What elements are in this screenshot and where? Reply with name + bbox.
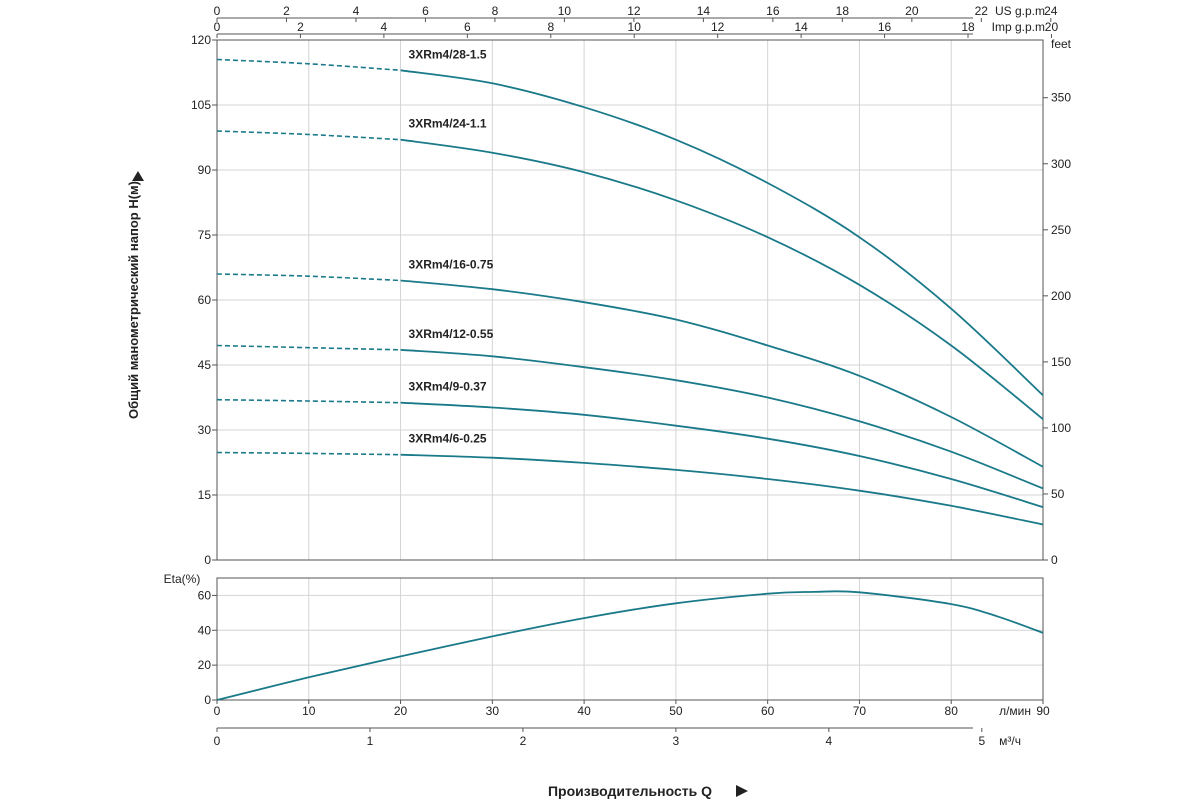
lmin-tick-label: 70 (853, 704, 867, 718)
imp-gpm-tick-label: 10 (628, 20, 642, 34)
x-axis-arrow-icon (736, 785, 748, 797)
eta-plot-frame (216, 577, 1044, 701)
feet-tick-label: 0 (1051, 553, 1058, 567)
imp-gpm-tick-label: 2 (297, 20, 304, 34)
series-label: 3XRm4/16-0.75 (409, 258, 494, 272)
head-curve-dashed-3XRm4/16-0.75 (216, 273, 401, 282)
m3h-tick-label: 0 (214, 734, 221, 748)
label-layer: feet л/мин м³/ч US g.p.m Imp g.p.m Eta(%) Общи… (126, 4, 1072, 799)
lmin-tick-label: 40 (577, 704, 591, 718)
feet-tick-label: 200 (1051, 289, 1071, 303)
head-axis-label: Общий манометрический напор H(м) (126, 181, 141, 419)
series-label: 3XRm4/6-0.25 (409, 432, 487, 446)
m3h-tick-label: 3 (673, 734, 680, 748)
lmin-unit-label: л/мин (999, 704, 1031, 718)
head-curve-3XRm4/9-0.37 (400, 401, 1044, 508)
eta-y-tick-label: 40 (198, 623, 212, 637)
us-gpm-tick-label: 2 (283, 4, 290, 18)
imp-gpm-tick-label: 12 (711, 20, 725, 34)
eta-axis-label: Eta(%) (164, 572, 201, 586)
head-curve-3XRm4/6-0.25 (400, 453, 1044, 526)
feet-tick-label: 300 (1051, 157, 1071, 171)
imp-gpm-tick-label: 0 (214, 20, 221, 34)
head-y-tick-label: 90 (198, 163, 212, 177)
imp-gpm-tick-label: 18 (961, 20, 975, 34)
head-curve-dashed-3XRm4/12-0.55 (216, 344, 401, 351)
us-gpm-tick-label: 4 (353, 4, 360, 18)
head-curve-dashed-3XRm4/9-0.37 (216, 398, 401, 404)
imp-gpm-tick-label: 14 (794, 20, 808, 34)
lmin-tick-label: 0 (214, 704, 221, 718)
m3h-unit-label: м³/ч (999, 734, 1021, 748)
head-axis-arrow-icon (132, 171, 144, 181)
x-axis-title: Производительность Q (548, 783, 712, 799)
head-y-tick-label: 120 (191, 33, 211, 47)
us-gpm-tick-label: 8 (492, 4, 499, 18)
us-gpm-tick-label: 16 (766, 4, 780, 18)
us-gpm-unit-label: US g.p.m (995, 4, 1045, 18)
eta-y-tick-label: 60 (198, 588, 212, 602)
head-curve-3XRm4/12-0.55 (400, 348, 1044, 490)
head-y-tick-label: 105 (191, 98, 211, 112)
m3h-tick-label: 1 (367, 734, 374, 748)
curve-layer (216, 58, 1044, 701)
head-y-tick-label: 60 (198, 293, 212, 307)
us-gpm-tick-label: 18 (836, 4, 850, 18)
us-gpm-tick-label: 24 (1044, 4, 1058, 18)
us-gpm-tick-label: 0 (214, 4, 221, 18)
eta-curve (216, 590, 1044, 701)
imp-gpm-tick-label: 16 (878, 20, 892, 34)
series-label: 3XRm4/28-1.5 (409, 47, 487, 61)
tick-layer: 0153045607590105120050100150200250300350… (191, 4, 1071, 748)
head-curve-3XRm4/16-0.75 (400, 279, 1044, 468)
head-curve-dashed-3XRm4/6-0.25 (216, 451, 401, 456)
us-gpm-tick-label: 6 (422, 4, 429, 18)
feet-tick-label: 350 (1051, 91, 1071, 105)
imp-gpm-tick-label: 8 (547, 20, 554, 34)
imp-gpm-tick-label: 20 (1045, 20, 1059, 34)
m3h-tick-label: 4 (826, 734, 833, 748)
us-gpm-tick-label: 22 (975, 4, 989, 18)
eta-y-tick-label: 0 (204, 693, 211, 707)
lmin-tick-label: 30 (486, 704, 500, 718)
head-y-tick-label: 30 (198, 423, 212, 437)
head-curve-3XRm4/28-1.5 (400, 69, 1044, 396)
imp-gpm-unit-label: Imp g.p.m (992, 20, 1045, 34)
imp-gpm-tick-label: 6 (464, 20, 471, 34)
m3h-tick-label: 2 (520, 734, 527, 748)
us-gpm-tick-label: 20 (905, 4, 919, 18)
head-y-tick-label: 15 (198, 488, 212, 502)
feet-tick-label: 50 (1051, 487, 1065, 501)
grid-layer (216, 39, 1044, 701)
lmin-tick-label: 50 (669, 704, 683, 718)
head-y-tick-label: 0 (204, 553, 211, 567)
imp-gpm-tick-label: 4 (381, 20, 388, 34)
head-y-tick-label: 45 (198, 358, 212, 372)
feet-tick-label: 250 (1051, 223, 1071, 237)
head-curve-dashed-3XRm4/28-1.5 (216, 58, 401, 72)
head-curve-3XRm4/24-1.1 (400, 138, 1044, 420)
head-y-tick-label: 75 (198, 228, 212, 242)
lmin-tick-label: 60 (761, 704, 775, 718)
us-gpm-tick-label: 14 (697, 4, 711, 18)
feet-tick-label: 150 (1051, 355, 1071, 369)
lmin-tick-label: 90 (1036, 704, 1050, 718)
us-gpm-tick-label: 10 (558, 4, 572, 18)
series-label: 3XRm4/9-0.37 (409, 380, 487, 394)
series-label: 3XRm4/24-1.1 (409, 117, 487, 131)
m3h-tick-label: 5 (978, 734, 985, 748)
head-curve-dashed-3XRm4/24-1.1 (216, 130, 401, 141)
series-label: 3XRm4/12-0.55 (409, 327, 494, 341)
us-gpm-tick-label: 12 (627, 4, 641, 18)
feet-tick-label: 100 (1051, 421, 1071, 435)
feet-axis-label: feet (1051, 37, 1072, 51)
lmin-tick-label: 10 (302, 704, 316, 718)
lmin-tick-label: 20 (394, 704, 408, 718)
lmin-tick-label: 80 (945, 704, 959, 718)
eta-y-tick-label: 20 (198, 658, 212, 672)
